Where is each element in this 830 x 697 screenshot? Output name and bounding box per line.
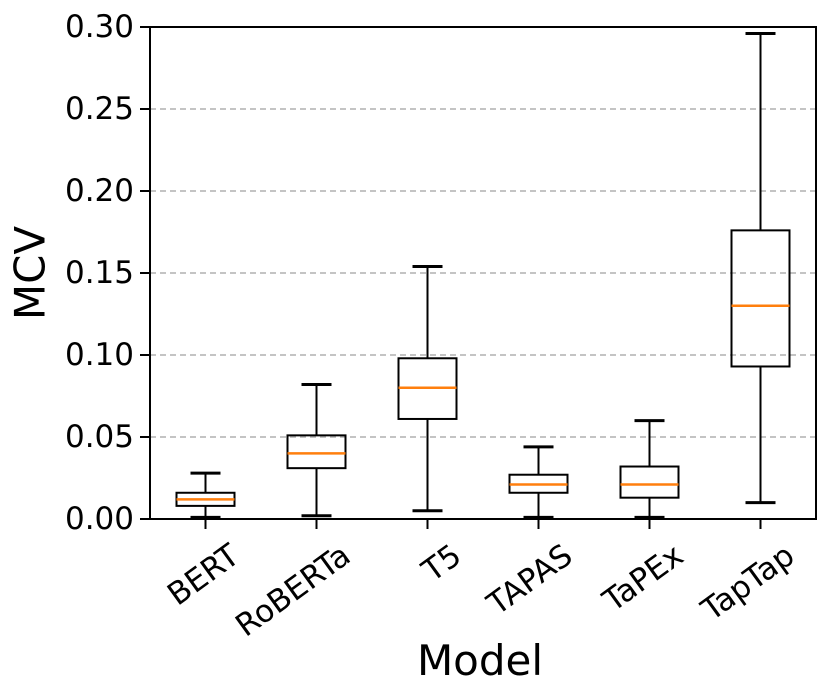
y-tick-label: 0.00: [65, 501, 134, 537]
y-tick-label: 0.10: [65, 337, 134, 373]
y-tick-label: 0.30: [65, 9, 134, 45]
box-group-TaPEx: [619, 419, 680, 519]
box-layer: [175, 32, 791, 519]
box-rect: [286, 434, 347, 470]
y-axis-label: MCV: [6, 226, 55, 321]
x-tick-label-T5: T5: [415, 537, 468, 589]
y-tick-label: 0.20: [65, 173, 134, 209]
x-tick-label-RoBERTa: RoBERTa: [229, 537, 357, 644]
box-group-RoBERTa: [286, 383, 347, 518]
box-group-BERT: [175, 471, 236, 519]
y-tick-label: 0.15: [65, 255, 134, 291]
box-rect: [730, 229, 791, 368]
grid-layer: [150, 108, 816, 438]
x-tick-label-BERT: BERT: [161, 537, 247, 613]
x-tick-label-TAPAS: TAPAS: [480, 537, 579, 623]
x-axis-label: Model: [417, 636, 543, 685]
y-tick-label: 0.25: [65, 91, 134, 127]
x-tick-label-TaPEx: TaPEx: [596, 537, 690, 619]
y-tick-label: 0.05: [65, 419, 134, 455]
x-tick-label-TapTap: TapTap: [694, 537, 801, 628]
box-group-TAPAS: [508, 445, 569, 519]
box-rect: [619, 465, 680, 499]
box-group-TapTap: [730, 32, 791, 505]
box-group-T5: [397, 264, 458, 513]
